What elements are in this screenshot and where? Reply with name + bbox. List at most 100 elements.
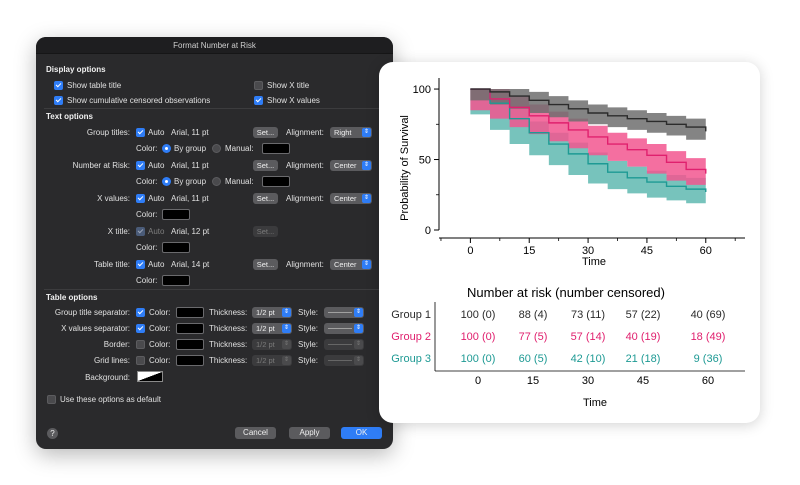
- group-title-separator-thickness-label: Thickness:: [209, 308, 248, 317]
- risk-table-cell: 77 (5): [519, 331, 548, 343]
- table-title-font: Arial, 14 pt: [171, 260, 210, 269]
- table-title-alignment-label: Alignment:: [286, 260, 324, 269]
- group-titles-by-group-radio[interactable]: [162, 144, 171, 153]
- table-title-color-swatch[interactable]: [162, 275, 190, 286]
- table-title-auto-checkbox[interactable]: [136, 260, 145, 269]
- show-table-title-label: Show table title: [67, 81, 122, 90]
- ok-button[interactable]: OK: [341, 427, 382, 439]
- x-values-auto-checkbox[interactable]: [136, 194, 145, 203]
- x-values-set-button[interactable]: Set...: [253, 193, 278, 204]
- help-button[interactable]: ?: [47, 428, 58, 439]
- group-title-separator-color-swatch[interactable]: [176, 307, 204, 318]
- group-title-separator-thickness-select[interactable]: 1/2 pt ⇕: [252, 307, 292, 318]
- number-at-risk-auto-checkbox[interactable]: [136, 161, 145, 170]
- number-at-risk-label: Number at Risk:: [72, 161, 130, 170]
- line-style-sample: [328, 328, 352, 329]
- x-values-separator-color-swatch[interactable]: [176, 323, 204, 334]
- number-at-risk-alignment-label: Alignment:: [286, 161, 324, 170]
- number-at-risk-by-group-radio[interactable]: [162, 177, 171, 186]
- group-titles-auto-label: Auto: [148, 128, 165, 137]
- number-at-risk-auto-label: Auto: [148, 161, 165, 170]
- group-title-separator-checkbox[interactable]: [136, 308, 145, 317]
- risk-table-time-label: 0: [475, 375, 481, 387]
- border-color-swatch[interactable]: [176, 339, 204, 350]
- x-title-auto-label: Auto: [148, 227, 165, 236]
- chevron-updown-icon: ⇕: [362, 194, 371, 203]
- x-title-auto-checkbox[interactable]: [136, 227, 145, 236]
- border-style-select[interactable]: ⇕: [324, 339, 364, 350]
- group-title-separator-label: Group title separator:: [54, 308, 130, 317]
- risk-table-cell: 40 (19): [626, 331, 661, 343]
- show-table-title-checkbox[interactable]: [54, 81, 63, 90]
- grid-lines-style-select[interactable]: ⇕: [324, 355, 364, 366]
- risk-table-cell: 57 (14): [571, 331, 606, 343]
- apply-button[interactable]: Apply: [289, 427, 330, 439]
- table-title-alignment-select[interactable]: Center ⇕: [330, 259, 372, 270]
- line-style-sample: [328, 360, 352, 361]
- chevron-updown-icon: ⇕: [354, 324, 363, 333]
- table-title-auto-label: Auto: [148, 260, 165, 269]
- section-divider: [44, 289, 385, 290]
- risk-table-group-name: Group 2: [391, 331, 431, 343]
- show-cumulative-censored-checkbox[interactable]: [54, 96, 63, 105]
- x-values-separator-style-select[interactable]: ⇕: [324, 323, 364, 334]
- show-x-title-checkbox[interactable]: [254, 81, 263, 90]
- x-title-label: X title:: [107, 227, 130, 236]
- chevron-updown-icon: ⇕: [354, 340, 363, 349]
- x-values-alignment-select[interactable]: Center ⇕: [330, 193, 372, 204]
- border-checkbox[interactable]: [136, 340, 145, 349]
- background-color-swatch[interactable]: [137, 371, 163, 382]
- border-thickness-select[interactable]: 1/2 pt ⇕: [252, 339, 292, 350]
- display-options-heading: Display options: [46, 65, 106, 74]
- group-title-separator-thickness-value: 1/2 pt: [256, 308, 275, 317]
- number-at-risk-manual-radio[interactable]: [212, 177, 221, 186]
- risk-table-title: Number at risk (number censored): [467, 285, 665, 300]
- grid-lines-thickness-select[interactable]: 1/2 pt ⇕: [252, 355, 292, 366]
- chevron-updown-icon: ⇕: [362, 128, 371, 137]
- grid-lines-color-swatch[interactable]: [176, 355, 204, 366]
- group-titles-alignment-select[interactable]: Right ⇕: [330, 127, 372, 138]
- risk-table-group-name: Group 1: [391, 309, 431, 321]
- x-values-color-swatch[interactable]: [162, 209, 190, 220]
- cancel-button[interactable]: Cancel: [235, 427, 276, 439]
- group-titles-set-button[interactable]: Set...: [253, 127, 278, 138]
- number-at-risk-alignment-select[interactable]: Center ⇕: [330, 160, 372, 171]
- show-cumulative-censored-label: Show cumulative censored observations: [67, 96, 211, 105]
- table-options-heading: Table options: [46, 293, 98, 302]
- x-values-separator-style-label: Style:: [298, 324, 319, 333]
- table-title-set-button[interactable]: Set...: [253, 259, 278, 270]
- graph-preview-card: 0 50 100 0 15 30 45 60 Probability of Survival …: [379, 62, 760, 423]
- x-axis-title: Time: [582, 256, 606, 268]
- border-style-label: Style:: [298, 340, 319, 349]
- number-at-risk-set-button[interactable]: Set...: [253, 160, 278, 171]
- chevron-updown-icon: ⇕: [362, 161, 371, 170]
- x-tick-label: 30: [582, 245, 594, 257]
- x-values-separator-thickness-select[interactable]: 1/2 pt ⇕: [252, 323, 292, 334]
- risk-table-cell: 40 (69): [691, 309, 726, 321]
- dialog-title: Format Number at Risk: [36, 37, 393, 54]
- line-style-sample: [328, 312, 352, 313]
- risk-table-cell: 73 (11): [571, 309, 605, 321]
- group-titles-manual-radio[interactable]: [212, 144, 221, 153]
- group-titles-auto-checkbox[interactable]: [136, 128, 145, 137]
- y-tick-label: 0: [425, 225, 431, 237]
- x-values-separator-thickness-label: Thickness:: [209, 324, 248, 333]
- use-default-label: Use these options as default: [60, 395, 161, 404]
- x-title-set-button[interactable]: Set...: [253, 226, 278, 237]
- table-title-alignment-value: Center: [334, 260, 357, 269]
- group-titles-font: Arial, 11 pt: [171, 128, 209, 137]
- group-title-separator-style-select[interactable]: ⇕: [324, 307, 364, 318]
- group-titles-label: Group titles:: [86, 128, 130, 137]
- x-title-color-swatch[interactable]: [162, 242, 190, 253]
- grid-lines-checkbox[interactable]: [136, 356, 145, 365]
- risk-table-cell: 100 (0): [461, 309, 496, 321]
- show-x-values-checkbox[interactable]: [254, 96, 263, 105]
- use-default-checkbox[interactable]: [47, 395, 56, 404]
- risk-table-cell: 100 (0): [461, 353, 496, 365]
- text-options-heading: Text options: [46, 112, 93, 121]
- number-at-risk-color-swatch[interactable]: [262, 176, 290, 187]
- x-values-separator-checkbox[interactable]: [136, 324, 145, 333]
- group-titles-color-swatch[interactable]: [262, 143, 290, 154]
- group-title-separator-color-label: Color:: [149, 308, 171, 317]
- number-at-risk-font: Arial, 11 pt: [171, 161, 209, 170]
